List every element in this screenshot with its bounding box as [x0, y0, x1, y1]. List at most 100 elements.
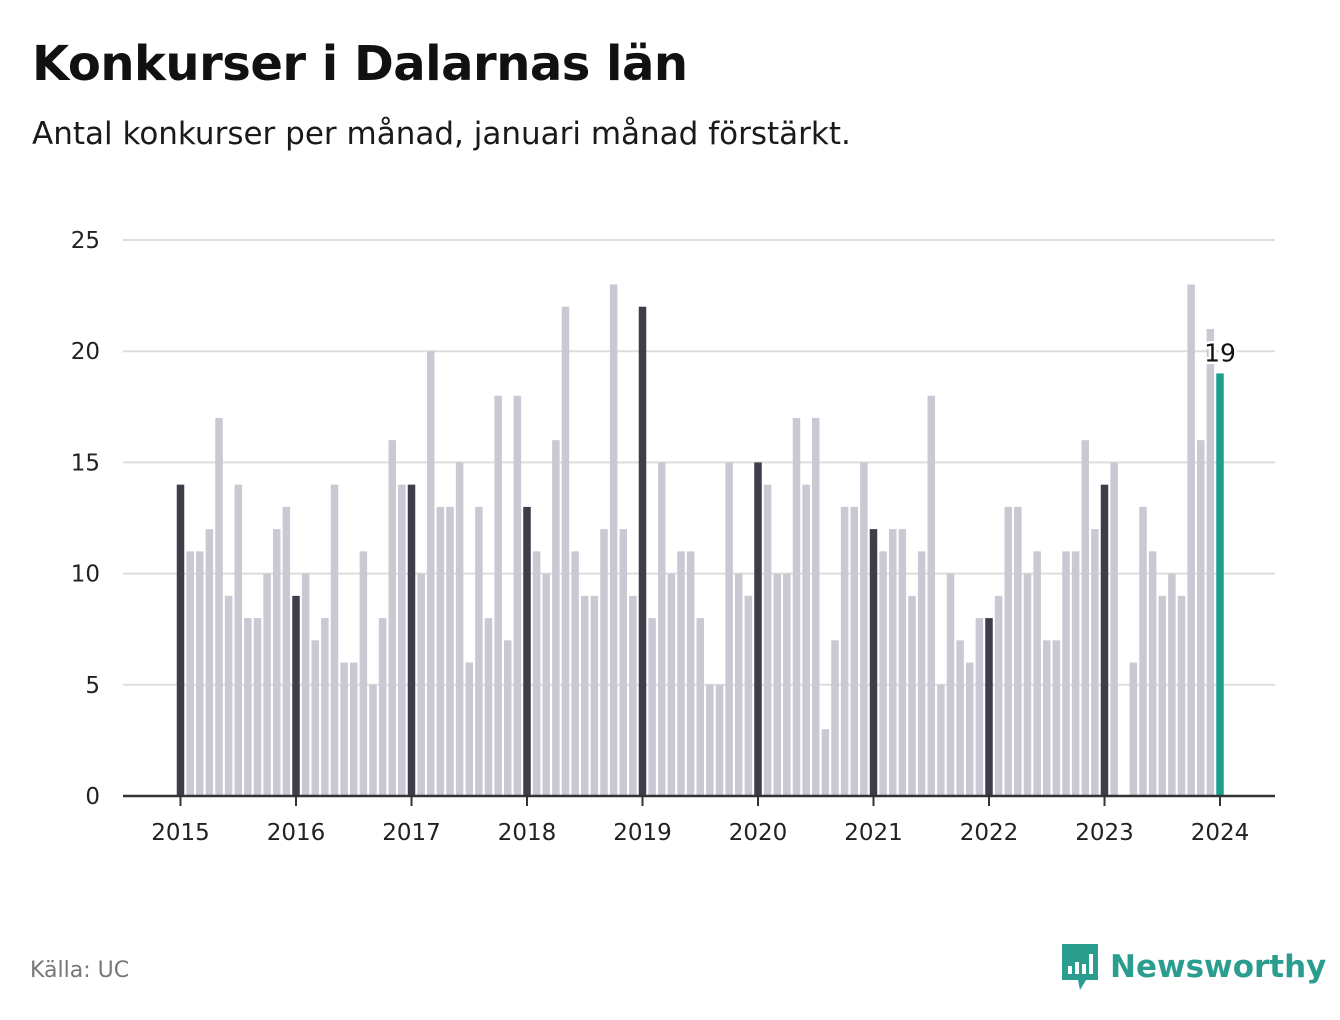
bar: [1033, 551, 1041, 796]
bar: [359, 551, 368, 796]
bar: [889, 529, 897, 796]
bar: [860, 462, 868, 796]
bar: [744, 595, 753, 796]
bar: [1168, 573, 1176, 796]
x-tick-label: 2024: [1191, 820, 1250, 846]
newsworthy-logo-icon: [1062, 944, 1098, 990]
x-tick-label: 2020: [729, 820, 788, 846]
bar: [840, 506, 849, 796]
bar: [1014, 506, 1022, 796]
bar: [388, 440, 396, 796]
bar: [1081, 440, 1089, 796]
bar: [600, 529, 608, 796]
bar: [715, 684, 724, 796]
bar: [350, 662, 358, 796]
bar: [985, 618, 993, 796]
bar: [436, 506, 445, 796]
bar: [1110, 462, 1118, 796]
bar: [763, 484, 772, 796]
bar: [253, 618, 262, 796]
bar: [494, 395, 502, 796]
bar: [725, 462, 733, 796]
y-tick-label: 5: [85, 673, 100, 699]
bar: [196, 551, 204, 796]
data-label: 19: [1204, 338, 1236, 367]
bar: [1158, 595, 1166, 796]
x-tick-label: 2023: [1075, 820, 1134, 846]
bar: [927, 395, 935, 796]
bar: [609, 284, 618, 796]
annotation: 19: [1202, 336, 1239, 370]
bar: [850, 506, 858, 796]
bar: [263, 573, 271, 796]
bar: [869, 529, 878, 796]
bar: [427, 351, 435, 796]
bar: [619, 529, 627, 796]
x-tick-label: 2019: [613, 820, 672, 846]
bar: [532, 551, 541, 796]
y-tick-label: 15: [71, 450, 100, 476]
bar: [446, 506, 454, 796]
bar: [475, 506, 483, 796]
x-tick-label: 2018: [498, 820, 557, 846]
chart-title: Konkurser i Dalarnas län: [32, 36, 688, 92]
bar: [658, 462, 666, 796]
bar: [465, 662, 473, 796]
bar: [1216, 373, 1224, 796]
y-tick-label: 20: [71, 339, 100, 365]
bar: [1071, 551, 1080, 796]
bar: [629, 595, 637, 796]
bar: [956, 640, 964, 796]
bar: [1187, 284, 1195, 796]
bar: [1023, 573, 1032, 796]
x-axis-tick-labels: 2015 2016 2017 2018 2019 2020 2021 2022 2023 2024: [151, 796, 1249, 846]
y-tick-label: 10: [71, 562, 100, 588]
bars: [176, 284, 1224, 796]
bar: [648, 618, 656, 796]
x-tick-label: 2017: [382, 820, 441, 846]
bar: [176, 484, 185, 796]
bar: [224, 595, 233, 796]
bar: [215, 417, 223, 796]
bar: [561, 306, 570, 796]
bar: [398, 484, 406, 796]
bar: [542, 573, 550, 796]
bar: [301, 573, 310, 796]
bar: [966, 662, 974, 796]
bar: [571, 551, 579, 796]
bar: [523, 506, 531, 796]
source-note: Källa: UC: [30, 958, 130, 983]
x-tick-label: 2015: [151, 820, 210, 846]
bar: [513, 395, 522, 796]
bar: [1129, 662, 1138, 796]
bar: [677, 551, 685, 796]
bar: [898, 529, 907, 796]
bar: [1043, 640, 1051, 796]
bar: [812, 417, 820, 796]
bar: [292, 595, 300, 796]
bar: [773, 573, 781, 796]
bar: [205, 529, 214, 796]
x-tick-label: 2021: [844, 820, 903, 846]
bar: [504, 640, 512, 796]
bar: [1062, 551, 1070, 796]
brand-name: Newsworthy: [1110, 949, 1327, 985]
bar: [186, 551, 194, 796]
bar: [975, 618, 984, 796]
bar: [667, 573, 676, 796]
bar: [273, 529, 281, 796]
bar: [706, 684, 714, 796]
bar: [1197, 440, 1205, 796]
bar: [417, 573, 425, 796]
bar: [831, 640, 839, 796]
bar: [696, 618, 704, 796]
bar: [783, 573, 791, 796]
bar: [1100, 484, 1109, 796]
bar: [1139, 506, 1147, 796]
bar: [1206, 328, 1215, 796]
brand-logo: Newsworthy: [1060, 940, 1326, 994]
y-tick-label: 25: [71, 228, 100, 254]
bar: [994, 595, 1003, 796]
bar: [1148, 551, 1157, 796]
